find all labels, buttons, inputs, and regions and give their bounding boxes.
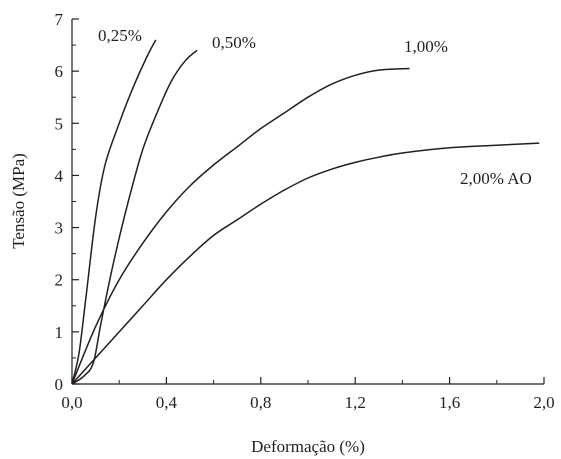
series-label-2-00-ao: 2,00% AO: [460, 169, 532, 188]
y-axis-title: Tensão (MPa): [9, 153, 28, 249]
x-tick-label: 1,2: [345, 393, 366, 412]
x-tick-label: 1,6: [439, 393, 460, 412]
y-tick-label: 4: [55, 166, 64, 185]
y-tick-label: 5: [55, 114, 64, 133]
x-tick-label: 0,8: [250, 393, 271, 412]
series-label-0-25: 0,25%: [98, 26, 142, 45]
series-line-0-50: [71, 49, 198, 385]
series-label-1-00: 1,00%: [404, 37, 448, 56]
y-tick-label: 6: [55, 62, 64, 81]
series-labels: 0,25% 0,50% 1,00% 2,00% AO: [98, 26, 532, 188]
y-tick-label: 0: [55, 375, 64, 394]
x-tick-label: 2,0: [533, 393, 554, 412]
y-tick-label: 1: [55, 323, 64, 342]
series-curves: [71, 39, 540, 385]
series-line-2-00-ao: [71, 142, 540, 385]
y-tick-label: 7: [55, 10, 64, 29]
y-tick-label: 2: [55, 271, 64, 290]
series-line-1-00: [71, 67, 410, 385]
x-tick-label: 0,4: [156, 393, 178, 412]
x-axis-title: Deformação (%): [251, 437, 365, 456]
axes: [71, 19, 544, 385]
series-line-0-25: [71, 39, 157, 385]
y-tick-label: 3: [55, 219, 64, 238]
x-tick-label: 0,0: [61, 393, 82, 412]
series-label-0-50: 0,50%: [212, 33, 256, 52]
axis-ticks: 0 1 2 3 4 5 6 7 0,0 0,4 0,8 1,2 1,6 2,0: [55, 10, 555, 412]
